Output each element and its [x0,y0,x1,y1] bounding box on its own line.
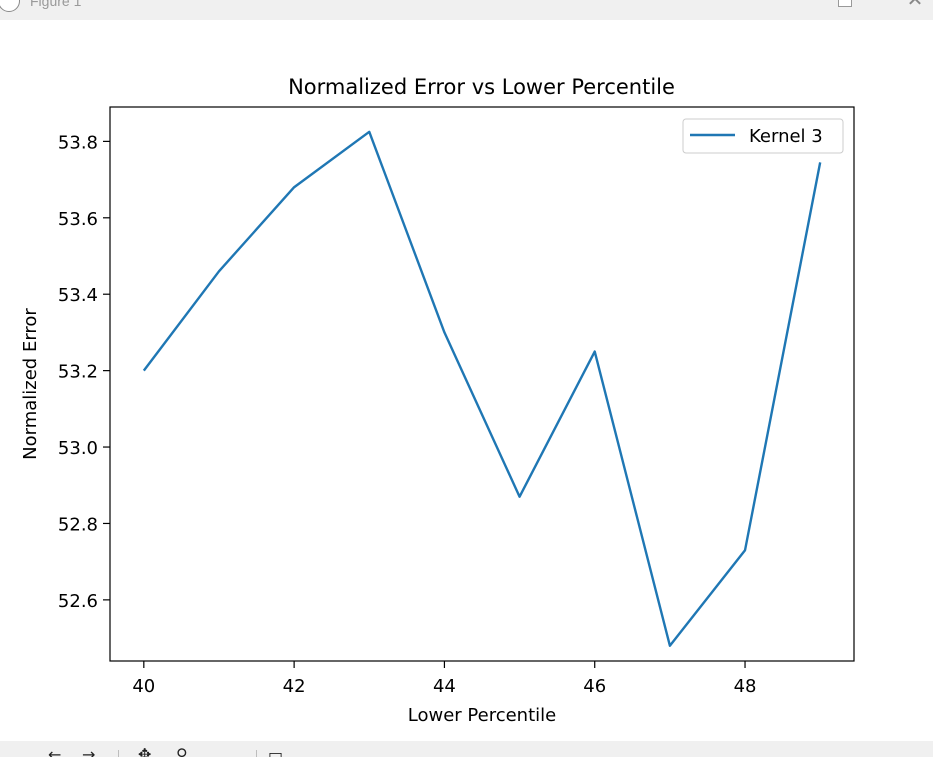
y-tick-label: 53.4 [58,285,98,306]
x-axis-ticks: 40 42 44 46 48 [132,661,756,697]
y-tick-label: 53.6 [58,209,98,230]
x-tick-label: 48 [734,676,757,697]
y-tick-label: 52.6 [58,591,98,612]
y-axis-label: Normalized Error [20,308,41,460]
save-icon[interactable]: ▭ [268,745,284,757]
legend-label: Kernel 3 [749,126,823,147]
zoom-icon[interactable]: ⚲ [176,745,188,757]
app-icon [0,0,20,12]
legend-box [682,118,844,154]
y-tick-label: 53.8 [58,132,98,153]
y-tick-label: 53.2 [58,362,98,383]
x-tick-label: 44 [433,676,456,697]
close-icon[interactable]: ✕ [904,0,926,10]
legend: Kernel 3 [682,118,844,154]
figure-canvas: Normalized Error vs Lower Percentile 52.… [0,20,933,741]
window-title: Figure 1 [30,0,82,9]
chart-title: Normalized Error vs Lower Percentile [288,75,675,99]
forward-arrow-icon[interactable]: → [82,745,96,757]
toolbar-separator [118,750,119,757]
x-tick-label: 40 [132,676,155,697]
x-tick-label: 46 [583,676,606,697]
y-axis-ticks: 52.6 52.8 53.0 53.2 53.4 53.6 53.8 [58,132,110,612]
window-titlebar: Figure 1 ✕ [0,0,933,20]
pan-icon[interactable]: ✥ [138,745,152,757]
x-axis-label: Lower Percentile [408,705,556,726]
y-tick-label: 52.8 [58,514,98,535]
plot-frame [109,106,855,662]
toolbar-separator [256,750,257,757]
x-tick-label: 42 [283,676,306,697]
series-line-kernel-3 [142,130,822,647]
line-chart: Normalized Error vs Lower Percentile 52.… [20,75,855,726]
back-arrow-icon[interactable]: ← [48,745,62,757]
y-tick-label: 53.0 [58,438,98,459]
figure-toolbar: ← → ✥ ⚲ ▭ [0,741,933,757]
maximize-icon[interactable] [838,0,852,7]
